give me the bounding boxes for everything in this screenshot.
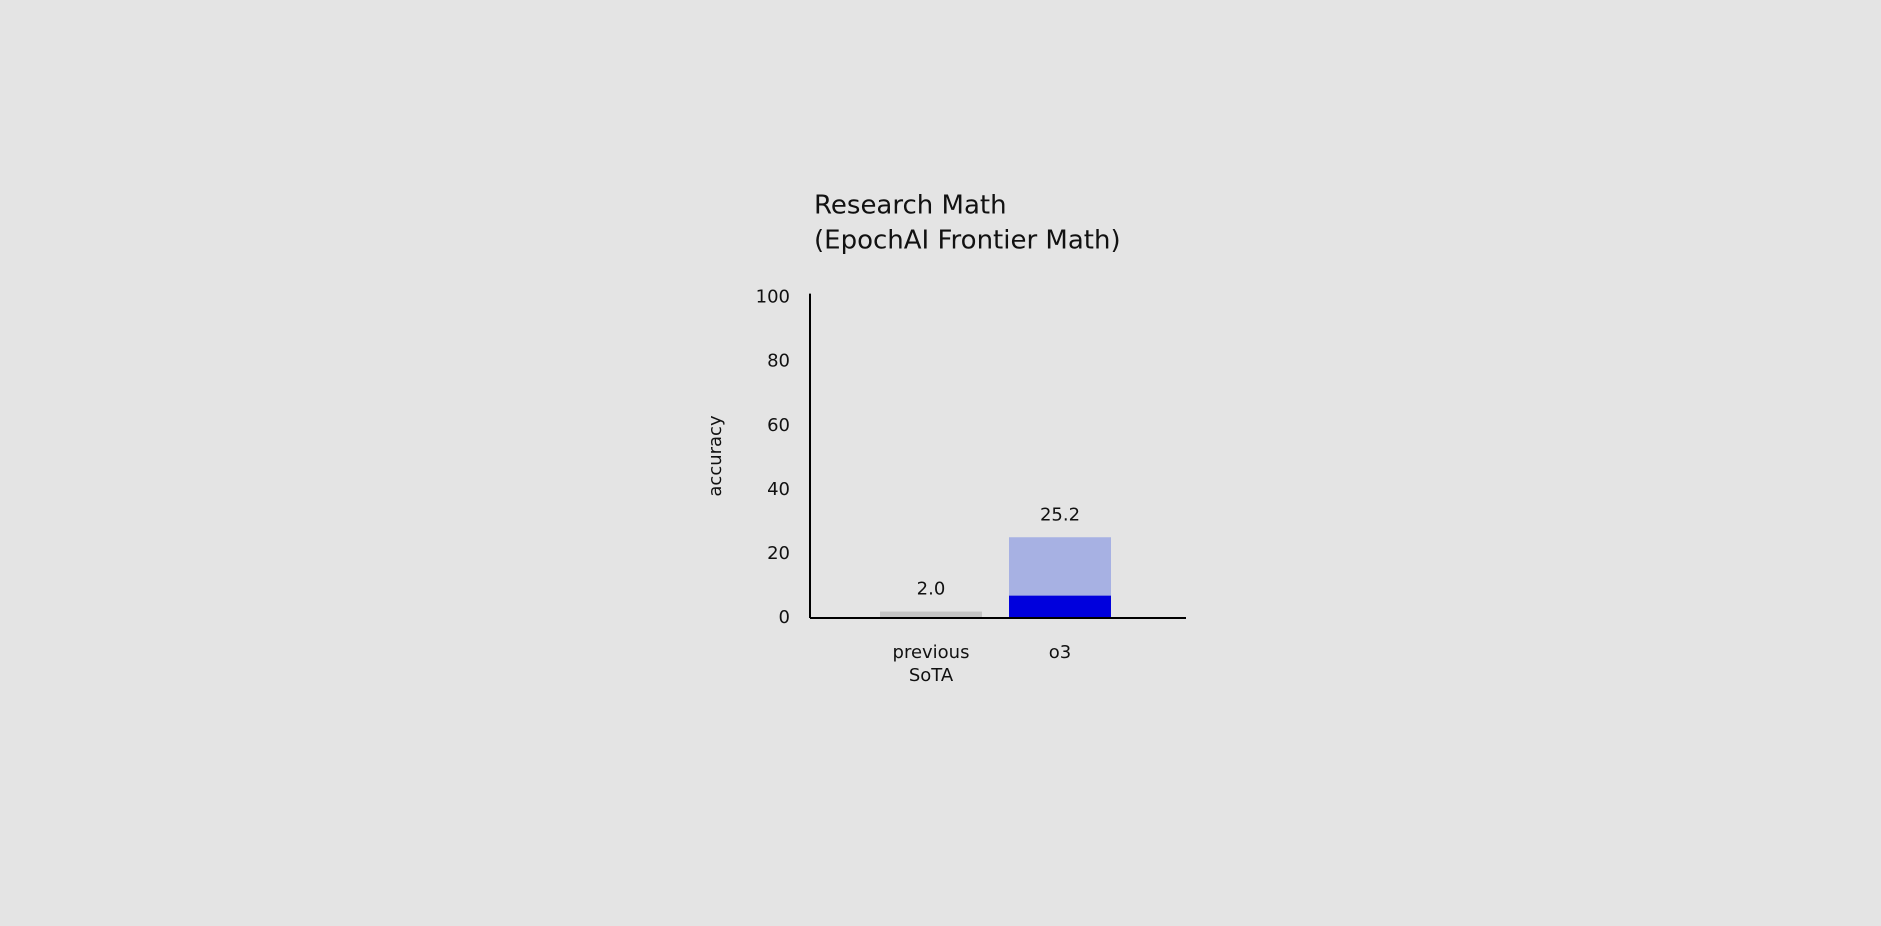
y-tick-label: 100 xyxy=(756,287,790,308)
value-label: 2.0 xyxy=(917,579,946,600)
x-tick-label: o3 xyxy=(1049,642,1071,663)
y-tick-label: 60 xyxy=(767,415,790,436)
chart-title: Research Math xyxy=(814,191,1007,221)
x-tick-label: previous SoTA xyxy=(893,642,970,686)
y-tick-label: 80 xyxy=(767,351,790,372)
value-label: 25.2 xyxy=(1040,504,1080,525)
y-axis-label: accuracy xyxy=(705,415,726,497)
bar-segment xyxy=(1009,595,1111,618)
y-tick-label: 0 xyxy=(779,607,790,628)
bar-segment xyxy=(1009,537,1111,596)
bar-segment xyxy=(880,611,982,618)
chart-subtitle: (EpochAI Frontier Math) xyxy=(814,226,1121,256)
y-tick-label: 40 xyxy=(767,479,790,500)
y-tick-label: 20 xyxy=(767,543,790,564)
